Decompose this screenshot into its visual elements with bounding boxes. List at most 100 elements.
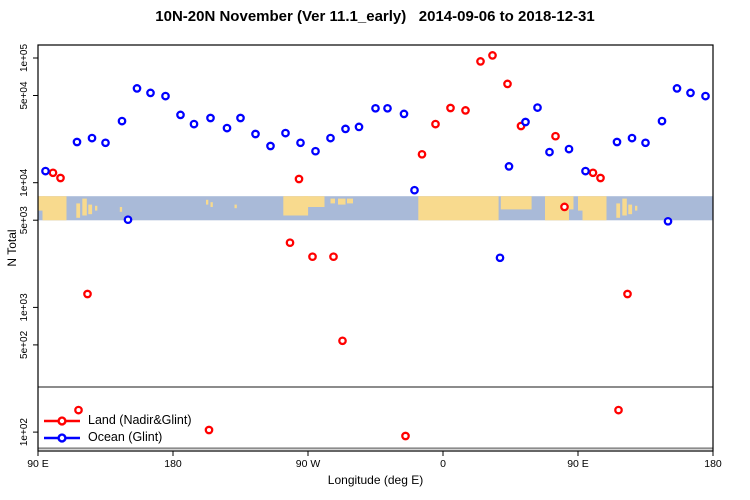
- x-axis-label: Longitude (deg E): [327, 473, 424, 487]
- data-point-ocean: [533, 103, 542, 112]
- data-point-ocean: [117, 116, 127, 126]
- data-point-land: [338, 336, 347, 346]
- map-band-land: [347, 198, 353, 204]
- data-point-ocean: [87, 133, 97, 143]
- data-point-ocean: [504, 162, 514, 171]
- data-point-ocean: [410, 185, 419, 195]
- data-point-land: [204, 425, 214, 435]
- ocean-marker-icon: [44, 432, 80, 443]
- data-point-ocean: [641, 138, 650, 148]
- x-tick-label: 90 E: [27, 458, 49, 470]
- data-point-ocean: [581, 166, 590, 176]
- data-point-land: [285, 238, 295, 248]
- data-point-ocean: [663, 216, 673, 226]
- map-band-land: [582, 196, 607, 221]
- data-point-land: [551, 131, 560, 141]
- data-point-land: [294, 174, 304, 184]
- y-tick-label: 1e+05: [19, 44, 30, 73]
- data-point-ocean: [686, 88, 695, 98]
- data-point-land: [308, 252, 317, 262]
- map-band-land: [119, 207, 123, 212]
- data-point-ocean: [627, 133, 637, 143]
- map-band-ocean: [38, 196, 713, 221]
- data-point-land: [488, 51, 497, 60]
- data-point-ocean: [296, 138, 305, 148]
- y-axis-label: N Total: [5, 229, 19, 267]
- data-point-ocean: [161, 91, 170, 101]
- map-band-land: [82, 198, 87, 216]
- map-band-land: [500, 196, 532, 210]
- data-point-ocean: [564, 144, 574, 154]
- data-point-ocean: [371, 103, 380, 113]
- x-tick-label: 180: [164, 458, 182, 470]
- data-point-ocean: [132, 84, 142, 93]
- data-point-ocean: [189, 119, 199, 129]
- map-band-land: [283, 196, 309, 216]
- map-band-land: [88, 204, 93, 215]
- data-point-land: [476, 57, 485, 66]
- data-point-ocean: [123, 215, 133, 225]
- data-point-land: [74, 405, 83, 415]
- x-tick-label: 90 E: [567, 458, 589, 470]
- plot-border: [37, 44, 714, 452]
- legend-item-ocean: Ocean (Glint): [42, 430, 192, 445]
- map-band-land: [234, 204, 237, 209]
- x-tick-label: 90 W: [296, 458, 321, 470]
- data-point-ocean: [383, 103, 392, 113]
- chart-title: 10N-20N November (Ver 11.1_early) 2014-0…: [155, 8, 595, 25]
- data-point-land: [56, 173, 65, 183]
- map-band-land: [578, 196, 586, 211]
- data-point-ocean: [206, 113, 215, 123]
- data-point-ocean: [41, 166, 50, 176]
- data-point-land: [560, 202, 569, 212]
- data-point-ocean: [281, 128, 290, 138]
- data-point-ocean: [101, 138, 110, 148]
- data-point-ocean: [521, 117, 530, 127]
- data-point-land: [48, 168, 58, 178]
- data-point-ocean: [72, 137, 82, 147]
- data-point-land: [503, 79, 512, 89]
- data-point-ocean: [146, 88, 155, 98]
- map-band-land: [622, 198, 627, 216]
- map-band-land: [206, 199, 209, 205]
- legend-item-land: Land (Nadir&Glint): [42, 413, 192, 428]
- data-point-ocean: [266, 141, 275, 151]
- data-point-land: [401, 431, 410, 441]
- data-point-ocean: [495, 253, 505, 263]
- data-point-land: [329, 252, 338, 262]
- land-marker-icon: [44, 415, 80, 426]
- y-tick-label: 5e+04: [19, 81, 30, 110]
- data-point-ocean: [222, 123, 232, 133]
- data-point-ocean: [311, 146, 320, 156]
- map-band-land: [616, 203, 621, 218]
- data-point-land: [588, 168, 598, 178]
- data-point-ocean: [354, 122, 364, 132]
- data-point-land: [431, 119, 440, 129]
- data-point-ocean: [399, 109, 409, 119]
- legend-label-land: Land (Nadir&Glint): [88, 413, 192, 427]
- data-point-land: [614, 405, 623, 415]
- data-point-ocean: [236, 113, 245, 123]
- data-point-ocean: [176, 110, 185, 120]
- map-band-land: [95, 205, 98, 211]
- data-point-ocean: [326, 133, 335, 143]
- map-band-land: [76, 203, 81, 218]
- map-band-land: [38, 196, 46, 211]
- data-point-ocean: [612, 137, 622, 147]
- map-band-land: [628, 204, 633, 215]
- x-tick-label: 0: [440, 458, 446, 470]
- y-tick-label: 5e+02: [19, 330, 30, 359]
- y-tick-label: 1e+02: [19, 418, 30, 447]
- data-point-land: [417, 149, 427, 159]
- map-band-land: [210, 202, 213, 207]
- y-tick-label: 1e+04: [19, 168, 30, 197]
- data-point-ocean: [341, 124, 350, 134]
- map-band-land: [635, 205, 638, 211]
- data-point-ocean: [672, 84, 682, 93]
- data-point-land: [461, 106, 470, 115]
- data-point-land: [596, 173, 605, 183]
- legend-label-ocean: Ocean (Glint): [88, 430, 163, 444]
- data-point-land: [83, 289, 92, 299]
- y-tick-label: 1e+03: [19, 293, 30, 322]
